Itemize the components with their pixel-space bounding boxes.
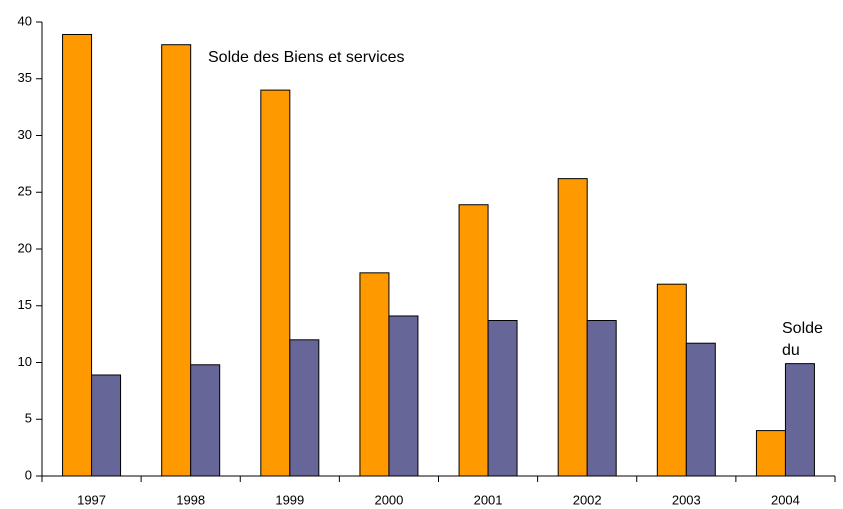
y-tick-label: 10 <box>18 354 32 369</box>
y-tick-label: 40 <box>18 13 32 28</box>
y-tick-label: 0 <box>25 467 32 482</box>
series-annotation: Solde des Biens et services <box>208 49 405 66</box>
bar <box>458 204 489 477</box>
y-tick-label: 35 <box>18 70 32 85</box>
x-tick-label: 1999 <box>275 492 304 507</box>
x-tick-label: 2004 <box>771 492 800 507</box>
y-tick-label: 30 <box>18 127 32 142</box>
series-annotation: Solde du tourisme <box>782 320 823 358</box>
bar <box>487 320 518 477</box>
y-tick-label: 20 <box>18 240 32 255</box>
bar <box>755 430 786 477</box>
bar <box>685 342 716 477</box>
y-tick-label: 5 <box>25 411 32 426</box>
bar <box>260 89 291 477</box>
bar <box>190 364 221 477</box>
y-tick-label: 15 <box>18 297 32 312</box>
x-tick-label: 2002 <box>573 492 602 507</box>
x-tick-label: 1998 <box>176 492 205 507</box>
bar <box>557 178 588 477</box>
bar <box>62 33 93 477</box>
x-tick-label: 2000 <box>374 492 403 507</box>
bar <box>388 315 419 477</box>
bar <box>359 272 390 477</box>
bar <box>91 374 122 477</box>
bar <box>289 339 320 477</box>
bar <box>161 44 192 477</box>
x-tick-label: 2001 <box>474 492 503 507</box>
bar <box>586 320 617 477</box>
x-tick-label: 1997 <box>77 492 106 507</box>
bar <box>784 363 815 477</box>
bar <box>656 283 687 477</box>
y-tick-label: 25 <box>18 184 32 199</box>
x-tick-label: 2003 <box>672 492 701 507</box>
